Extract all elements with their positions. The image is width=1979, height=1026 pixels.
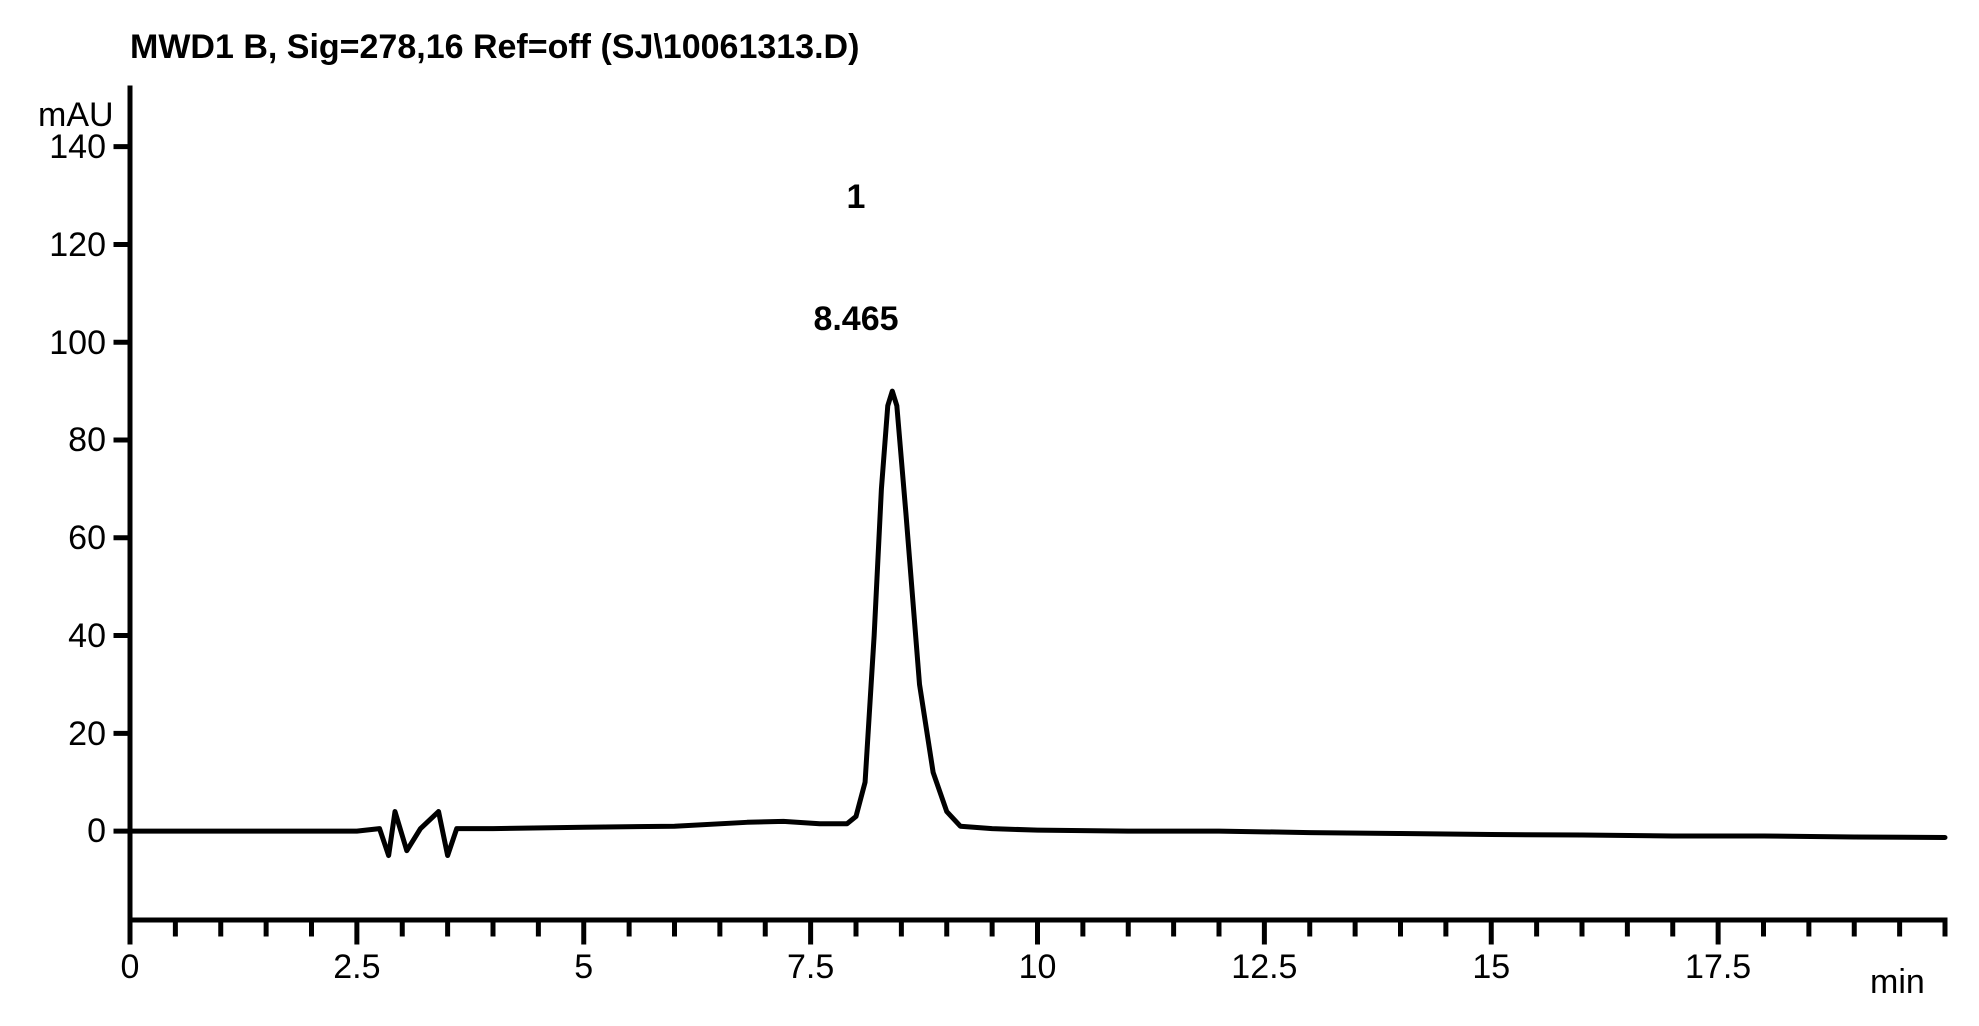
y-tick-label: 40 — [46, 617, 106, 656]
peak-number-label: 1 — [826, 178, 886, 217]
y-tick-label: 60 — [46, 519, 106, 558]
x-tick-label: 12.5 — [1214, 948, 1314, 987]
x-tick-label: 17.5 — [1668, 948, 1768, 987]
x-tick-label: 15 — [1441, 948, 1541, 987]
peak-retention-time-label: 8.465 — [796, 300, 916, 339]
x-tick-label: 0 — [80, 948, 180, 987]
y-tick-label: 120 — [46, 226, 106, 265]
chromatogram-plot — [0, 0, 1979, 1026]
x-tick-label: 7.5 — [761, 948, 861, 987]
y-tick-label: 80 — [46, 421, 106, 460]
chromatogram-container: MWD1 B, Sig=278,16 Ref=off (SJ\10061313.… — [0, 0, 1979, 1026]
y-tick-label: 100 — [46, 324, 106, 363]
y-tick-label: 0 — [46, 812, 106, 851]
y-tick-label: 140 — [46, 128, 106, 167]
x-tick-label: 2.5 — [307, 948, 407, 987]
y-tick-label: 20 — [46, 715, 106, 754]
x-tick-label: 5 — [534, 948, 634, 987]
x-tick-label: 10 — [988, 948, 1088, 987]
